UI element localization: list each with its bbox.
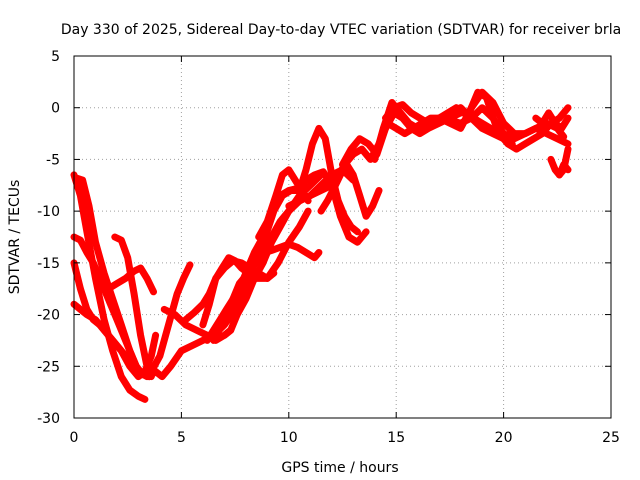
data-series-line <box>70 233 153 381</box>
y-tick-label: -10 <box>37 204 60 220</box>
x-tick-label: 5 <box>177 430 186 446</box>
chart-title: Day 330 of 2025, Sidereal Day-to-day VTE… <box>61 22 621 38</box>
data-series-line <box>435 104 572 153</box>
y-tick-label: -15 <box>37 256 60 272</box>
x-tick-label: 0 <box>70 430 79 446</box>
x-tick-label: 20 <box>495 430 513 446</box>
data-series-group <box>70 88 572 403</box>
data-series-line <box>145 240 323 381</box>
data-series-line <box>532 109 572 132</box>
y-tick-label: 5 <box>51 49 60 65</box>
x-axis-label: GPS time / hours <box>281 460 398 476</box>
x-tick-label: 10 <box>280 430 298 446</box>
data-series-line <box>147 261 194 375</box>
x-tick-label: 15 <box>387 430 405 446</box>
y-tick-label: -20 <box>37 308 60 324</box>
data-series-line <box>317 161 383 220</box>
y-tick-label: -30 <box>37 411 60 427</box>
data-series-line <box>371 88 568 163</box>
data-series-line <box>199 257 278 329</box>
y-tick-label: -25 <box>37 359 60 375</box>
y-tick-label: 0 <box>51 101 60 117</box>
data-series-line <box>255 166 312 241</box>
data-series-line <box>104 264 157 296</box>
data-series-line <box>555 161 572 179</box>
axis-ticks: 0 5 10 15 20 25 -30 -25 -20 -15 -10 -5 0 5 <box>37 49 620 446</box>
y-axis-label: SDTVAR / TECUs <box>7 180 23 295</box>
plot-frame <box>73 55 612 419</box>
data-series-line <box>111 233 151 370</box>
y-tick-label: -5 <box>46 152 60 168</box>
x-tick-label: 25 <box>602 430 620 446</box>
